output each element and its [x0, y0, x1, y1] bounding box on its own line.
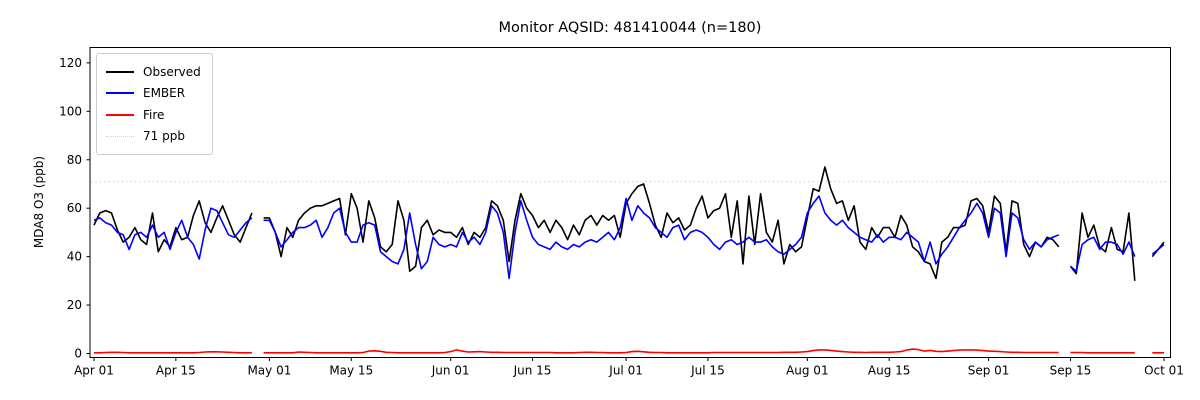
series-line-ember — [93, 195, 1165, 280]
legend-line-sample — [106, 113, 134, 116]
x-tick-label: Oct 01 — [1144, 364, 1184, 378]
legend-item-71-ppb: 71 ppb — [106, 126, 201, 148]
legend-label: Observed — [143, 64, 201, 79]
x-tick-label: Apr 15 — [156, 364, 196, 378]
y-tick-label: 80 — [67, 153, 82, 167]
legend-line-sample — [106, 135, 134, 137]
x-tick-label: May 01 — [247, 364, 291, 378]
series-line-fire — [94, 348, 1164, 354]
legend-label: Fire — [143, 107, 165, 122]
chart-title: Monitor AQSID: 481410044 (n=180) — [498, 20, 762, 36]
y-tick-label: 20 — [67, 298, 82, 312]
x-tick-label: Sep 01 — [968, 364, 1010, 378]
x-tick-label: Apr 01 — [74, 364, 114, 378]
y-tick-label: 120 — [59, 56, 82, 70]
y-tick-label: 0 — [74, 347, 82, 361]
y-tick-label: 60 — [67, 201, 82, 215]
legend-item-observed: Observed — [106, 61, 201, 83]
x-tick-label: Aug 15 — [868, 364, 911, 378]
legend-label: 71 ppb — [143, 129, 185, 144]
y-tick-label: 100 — [59, 104, 82, 118]
x-tick-label: Aug 01 — [786, 364, 829, 378]
legend-line-sample — [106, 92, 134, 95]
x-tick-label: Jul 01 — [608, 364, 643, 378]
y-tick-label: 40 — [67, 250, 82, 264]
legend-label: EMBER — [143, 86, 186, 101]
x-tick-label: Jun 15 — [513, 364, 552, 378]
legend-line-sample — [106, 70, 134, 73]
x-tick-label: Jul 15 — [690, 364, 725, 378]
legend: Observed EMBER Fire 71 ppb — [96, 53, 213, 155]
plot-border — [89, 47, 1171, 358]
series-line-observed — [93, 166, 1165, 281]
x-tick-label: Jun 01 — [431, 364, 470, 378]
x-tick-label: Sep 15 — [1050, 364, 1092, 378]
legend-item-fire: Fire — [106, 104, 201, 126]
legend-item-ember: EMBER — [106, 83, 201, 105]
y-axis-label: MDA8 O3 (ppb) — [32, 155, 46, 249]
x-tick-label: May 15 — [329, 364, 373, 378]
